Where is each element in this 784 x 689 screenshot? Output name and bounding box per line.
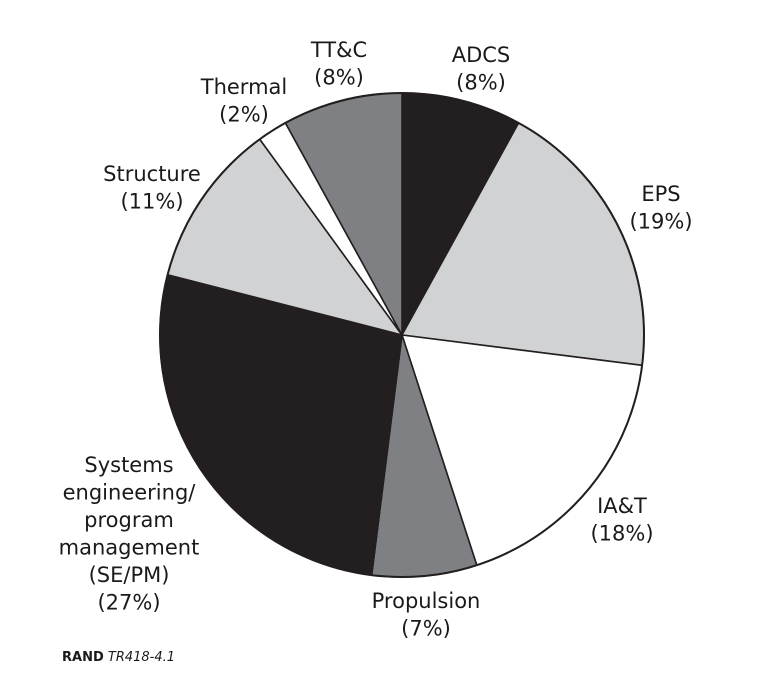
label-percent: (27%) — [97, 591, 160, 615]
label-text: EPS — [641, 182, 680, 206]
label-text: (SE/PM) — [89, 563, 170, 587]
label-text: management — [59, 536, 200, 560]
slice-labels: ADCS (8%) EPS (19%) IA&T (18%) Propulsion (7%) S… — [59, 38, 693, 641]
label-text: Systems — [84, 453, 173, 477]
label-structure: Structure (11%) — [103, 162, 201, 214]
label-eps: EPS (19%) — [629, 182, 692, 234]
label-percent: (7%) — [401, 617, 451, 641]
credit-org: RAND — [62, 650, 104, 665]
label-text: ADCS — [452, 43, 511, 67]
label-text: engineering/ — [63, 481, 197, 505]
label-text: TT&C — [310, 38, 367, 62]
label-percent: (2%) — [219, 103, 269, 127]
label-text: IA&T — [597, 494, 647, 518]
credit-id: TR418-4.1 — [107, 650, 176, 665]
label-text: program — [84, 508, 174, 532]
pie-outline — [159, 92, 645, 578]
label-percent: (8%) — [456, 71, 506, 95]
label-text: Propulsion — [372, 589, 481, 613]
label-percent: (8%) — [314, 66, 364, 90]
figure-credit: RAND TR418-4.1 — [62, 650, 175, 665]
label-ia-t: IA&T (18%) — [590, 494, 653, 546]
pie-slices — [159, 92, 645, 578]
label-thermal: Thermal (2%) — [200, 75, 287, 127]
label-tt-c: TT&C (8%) — [310, 38, 367, 90]
label-systems: Systems engineering/program management (SE/… — [59, 453, 200, 615]
label-propulsion: Propulsion (7%) — [372, 589, 481, 641]
label-percent: (18%) — [590, 522, 653, 546]
label-adcs: ADCS (8%) — [452, 43, 511, 95]
label-text: Structure — [103, 162, 201, 186]
label-percent: (19%) — [629, 210, 692, 234]
label-text: Thermal — [200, 75, 287, 99]
label-percent: (11%) — [120, 190, 183, 214]
